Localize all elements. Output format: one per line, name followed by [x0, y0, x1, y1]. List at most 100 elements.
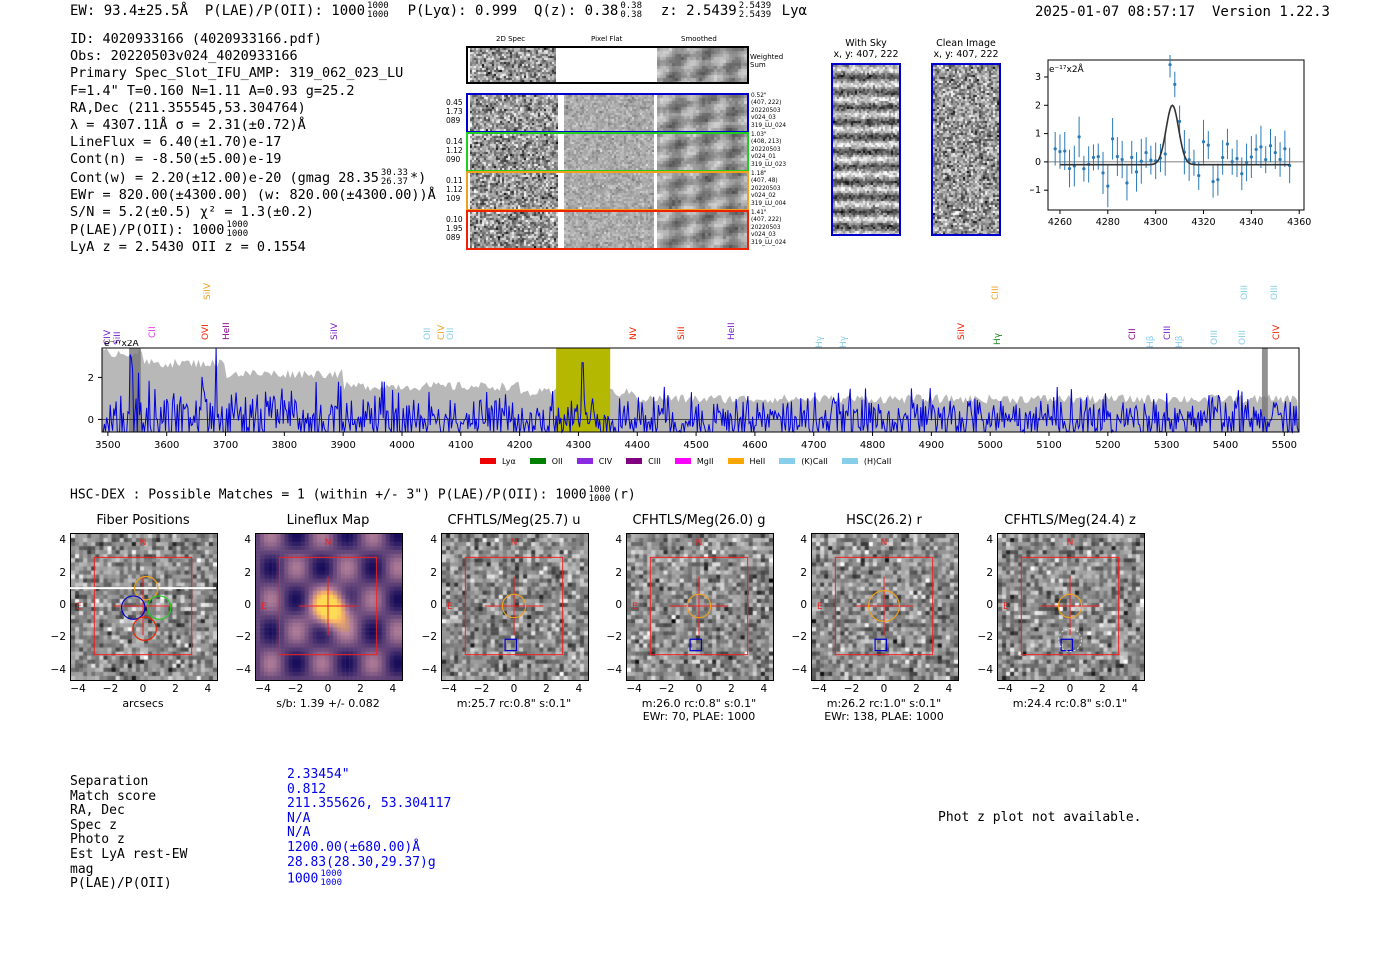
legend-item: (H)CaII: [841, 457, 891, 466]
spectrum-xtick-label: 3500: [95, 440, 120, 451]
search-box: [649, 556, 749, 656]
hsc-xtick-label: −2: [473, 683, 490, 695]
fit-point: [1115, 154, 1119, 159]
cutout-meta-line: v024_02: [751, 193, 776, 200]
hsc-ytick-label: 4: [244, 534, 251, 547]
match-label: Photo z: [70, 832, 125, 848]
spectrum-xtick-label: 4500: [683, 440, 708, 451]
clean-image-canvas: [933, 65, 999, 234]
spectrum-xtick-label: 4700: [801, 440, 826, 451]
fit-point: [1168, 63, 1172, 67]
hsc-panel-title: CFHTLS/Meg(26.0) g: [632, 513, 766, 528]
hsc-ytick-label: −4: [791, 663, 807, 676]
match-value-text: N/A: [287, 810, 311, 826]
spectrum-ytick-label: 0: [88, 415, 94, 426]
hsc-xtick-label: −2: [843, 683, 860, 695]
spectrum-masked-region: [1261, 348, 1268, 432]
line-id-text: OII: [423, 327, 433, 340]
match-plae-hi: 1000: [320, 869, 342, 880]
header-plae-lo: 1000: [367, 10, 389, 20]
spectrum-xtick-label: 5500: [1272, 440, 1297, 451]
hsc-xtick-label: 4: [1131, 683, 1139, 695]
line-id-label: SiIV: [957, 323, 967, 340]
hsc-ytick-label: 0: [986, 599, 993, 611]
header-summary: EW: 93.4±25.5Å P(LAE)/P(OII): 1000 1000 10…: [70, 2, 807, 20]
photz-message: Phot z plot not available.: [938, 810, 1142, 825]
hsc-xtick-label: −4: [626, 683, 642, 695]
fit-point: [1240, 172, 1244, 176]
clean-image-title: Clean Image x, y: 407, 222: [925, 38, 1007, 60]
line-id-label: SiII: [677, 326, 687, 340]
legend-swatch: [480, 458, 496, 464]
hsc-ytick-label: 0: [244, 599, 251, 611]
spectrum-xtick-label: 5200: [1095, 440, 1120, 451]
east-marker: E: [261, 602, 267, 612]
cutout-pixelflat: [564, 134, 654, 170]
line-id-text: HeII: [222, 322, 232, 340]
east-marker: E: [447, 602, 453, 612]
hsc-ytick-label: −4: [235, 663, 251, 676]
fit-point: [1101, 171, 1105, 175]
hsc-ytick-label: 4: [430, 534, 437, 547]
north-marker: N: [511, 538, 518, 548]
fit-point: [1067, 166, 1072, 171]
cutout-pixelflat: [564, 212, 654, 248]
cutout-stat: 089: [446, 116, 461, 125]
east-marker: E: [76, 602, 82, 612]
hsc-title-hi: 1000: [588, 485, 611, 495]
info-params: F=1.4" T=0.160 N=1.11 A=0.93 g=25.2: [70, 82, 355, 99]
line-fit-plot: e⁻¹⁷x2Å 4260 4280 4300 4320 4340 4360 3 2 1 0 −1: [1030, 55, 1311, 228]
legend-label: CIV: [598, 456, 613, 466]
cutout-meta-line: 0.52": [751, 93, 767, 99]
hsc-panel-overlay: NE: [817, 538, 934, 656]
line-id-label: SiIV: [330, 323, 340, 340]
legend-swatch: [841, 458, 858, 464]
line-id-text: OII: [446, 327, 456, 340]
hsc-ytick-label: −2: [977, 631, 993, 644]
fit-ytick-label: 0: [1035, 157, 1041, 168]
header-ew: EW: 93.4±25.5Å: [70, 3, 189, 19]
hsc-xtick-label: −2: [102, 683, 119, 695]
weighted-smoothed: [657, 48, 747, 82]
fit-point: [1077, 135, 1081, 139]
hsc-ytick-label: 2: [430, 566, 437, 579]
fit-point: [1149, 158, 1153, 162]
hsc-panel-overlay: NE: [632, 538, 749, 656]
fit-plot-ylabel: e⁻¹⁷x2Å: [1049, 63, 1085, 75]
fit-point: [1096, 154, 1100, 159]
legend-item: Lyα: [480, 457, 516, 466]
line-id-text: SiIV: [957, 322, 967, 340]
line-id-text: OIII: [1270, 284, 1280, 300]
fit-point: [1120, 157, 1124, 162]
full-spectrum-plot: 3500 3600 3700 3800 3900 4000 4100 4200 4300 4400…: [88, 340, 1300, 451]
fit-point: [1139, 159, 1143, 163]
hsc-panel-caption: m:26.2 rc:1.0" s:0.1": [826, 697, 942, 710]
hsc-xtick-label: −4: [441, 683, 457, 695]
line-id-text: CIII: [991, 285, 1001, 300]
aperture-circle: [1057, 593, 1083, 619]
clean-image-xy: x, y: 407, 222: [933, 49, 999, 60]
cutout-grid: 2D Spec Pixel Flat Smoothed Weighted Sum…: [446, 33, 786, 258]
cutout-stat: 0.14: [446, 137, 463, 146]
spectrum-legend: Lyα OII CIV CIII MgII HeII (K)CaII (H)CaII: [480, 449, 905, 468]
hsc-xtick-label: 0: [1066, 683, 1074, 695]
line-id-label: OII: [446, 328, 456, 340]
cutout-stat: 090: [446, 155, 461, 164]
hsc-xtick-label: 0: [695, 683, 703, 695]
fiber-circle: [132, 616, 157, 641]
cutout-row: [466, 210, 749, 250]
hsc-panel-caption: m:25.7 rc:0.8" s:0.1": [456, 697, 572, 710]
match-value-text: 28.83(28.30,29.37)g: [287, 854, 436, 870]
east-marker: E: [632, 602, 638, 612]
info-contw-hi: 30.33: [380, 167, 408, 178]
hsc-xtick-label: 0: [880, 683, 888, 695]
cutout-row-meta: 0.52" (407, 222) 20220503 v024_03 319_LU_024: [751, 93, 786, 130]
info-plae: P(LAE)/P(OII): 1000: [70, 222, 225, 239]
hsc-xtick-label: 2: [172, 683, 179, 695]
info-obs: Obs: 20220503v024_4020933166: [70, 48, 298, 65]
spectrum-xtick-label: 5100: [1036, 440, 1061, 451]
cutout-meta-line: (407, 48): [751, 178, 778, 185]
legend-item: HeII: [727, 457, 765, 466]
hsc-ytick-label: −4: [421, 663, 437, 676]
header-datetime: 2025-01-07 08:57:17: [1034, 4, 1196, 20]
